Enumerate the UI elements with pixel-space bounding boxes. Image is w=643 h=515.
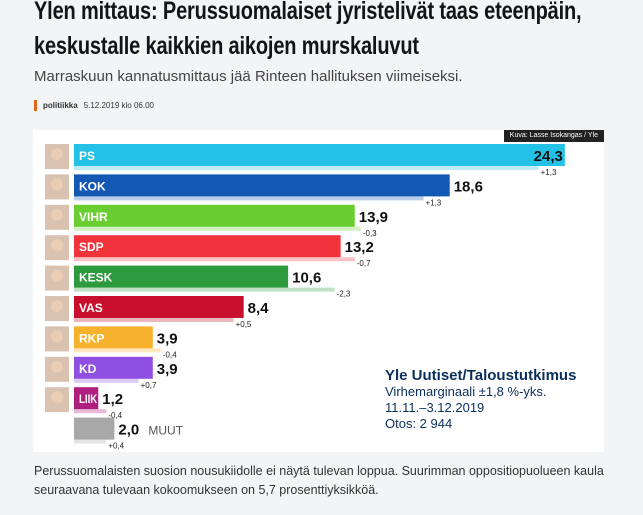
party-label: VIHR	[79, 210, 108, 224]
value-label: 1,2	[102, 391, 123, 408]
photo-credit: Kuva: Lasse Isokangas / Yle	[503, 130, 604, 142]
previous-value-bar	[74, 318, 234, 322]
category-marker	[34, 100, 37, 111]
bar-kesk	[74, 265, 289, 288]
category-link[interactable]: politiikka	[43, 101, 78, 110]
leader-face	[51, 178, 63, 191]
change-label: +0,7	[141, 381, 157, 390]
value-label: 8,4	[248, 300, 270, 317]
bar-kok	[74, 174, 450, 197]
bar-kd	[74, 356, 153, 379]
chart-source: Yle Uutiset/Taloustutkimus Virhemarginaa…	[385, 368, 576, 432]
bar-chart: PS 24,3 +1,3 KOK 18,6 +1,3 VIHR 13,9 -0,3 SDP 13,2…	[45, 144, 565, 451]
previous-value-bar	[74, 378, 139, 383]
value-label: 13,9	[359, 209, 388, 226]
value-label: 3,9	[157, 361, 178, 378]
article-body: Perussuomalaisten suosion nousukiidolle …	[34, 464, 604, 497]
party-label: KESK	[79, 271, 113, 285]
party-label: MUUT	[148, 424, 183, 438]
value-label: 13,2	[345, 239, 374, 256]
party-label: PS	[79, 149, 95, 163]
source-margin: Virhemarginaali ±1,8 %-yks.	[385, 384, 547, 399]
value-label: 3,9	[157, 330, 178, 347]
leader-face	[51, 330, 63, 343]
bar-ps	[74, 144, 565, 166]
poll-chart: PS 24,3 +1,3 KOK 18,6 +1,3 VIHR 13,9 -0,3 SDP 13,2…	[33, 130, 604, 452]
change-label: +1,3	[541, 168, 557, 177]
value-label: 2,0	[118, 422, 139, 439]
source-sample: Otos: 2 944	[385, 416, 453, 431]
bar-muut	[74, 417, 115, 440]
previous-value-bar	[74, 166, 539, 170]
party-label: RKP	[79, 331, 104, 345]
leader-face	[51, 391, 63, 404]
party-label: VAS	[79, 301, 103, 315]
change-label: -0,4	[163, 350, 177, 359]
value-label: 24,3	[534, 148, 563, 165]
bar-sdp	[74, 235, 341, 258]
change-label: -0,7	[357, 259, 371, 268]
article-lead: Marraskuun kannatusmittaus jää Rinteen h…	[34, 68, 463, 85]
change-label: +1,3	[425, 198, 441, 207]
previous-value-bar	[74, 409, 107, 414]
leader-face	[51, 208, 63, 221]
leader-face	[51, 148, 63, 160]
bar-liik	[74, 387, 99, 410]
previous-value-bar	[74, 226, 361, 231]
leader-face	[51, 360, 63, 373]
bar-vas	[74, 296, 244, 318]
value-label: 10,6	[292, 270, 321, 287]
party-label: KOK	[79, 179, 106, 193]
party-label: KD	[79, 362, 97, 376]
previous-value-bar	[74, 196, 424, 201]
change-label: -0,3	[363, 229, 377, 238]
change-label: +0,4	[108, 442, 124, 451]
leader-face	[51, 239, 63, 252]
article-title: Ylen mittaus: Perussuomalaiset jyristeli…	[34, 0, 582, 60]
previous-value-bar	[74, 257, 355, 262]
party-label: LIIK	[79, 392, 98, 406]
change-label: +0,5	[236, 320, 252, 329]
bar-rkp	[74, 326, 153, 349]
value-label: 18,6	[454, 178, 483, 195]
bar-vihr	[74, 204, 355, 227]
leader-face	[51, 269, 63, 282]
change-label: -0,4	[108, 411, 122, 420]
article-meta: politiikka 5.12.2019 klo 06.00	[34, 100, 154, 111]
source-period: 11.11.–3.12.2019	[385, 400, 485, 415]
leader-face	[51, 300, 63, 312]
previous-value-bar	[74, 439, 107, 444]
source-title: Yle Uutiset/Taloustutkimus	[385, 367, 577, 384]
previous-value-bar	[74, 348, 161, 353]
change-label: -2,3	[337, 290, 351, 299]
publish-date: 5.12.2019 klo 06.00	[83, 101, 154, 110]
party-label: SDP	[79, 240, 104, 254]
previous-value-bar	[74, 287, 335, 292]
